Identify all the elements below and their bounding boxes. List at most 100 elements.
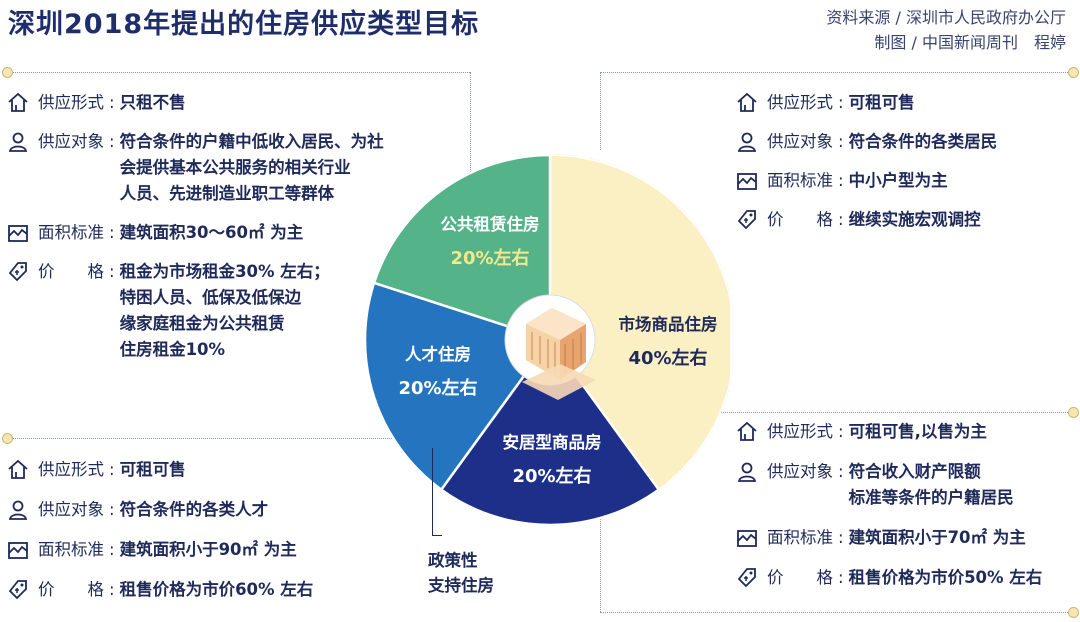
source-credit: 资料来源 / 深圳市人民政府办公厅 — [826, 8, 1066, 27]
info-value: 租金为市场租金30% 左右； 特困人员、低保及低保边 缘家庭租金为公共租赁 住房租金1… — [120, 259, 330, 363]
info-value-line: 符合条件的各类居民 — [848, 132, 998, 151]
info-value-line: 标准等条件的户籍居民 — [848, 488, 1014, 507]
slice-category-label: 市场商品住房 — [619, 314, 718, 334]
price-tag-icon — [735, 566, 759, 590]
info-value: 符合条件的各类居民 — [849, 129, 998, 155]
info-label: 价 格 — [38, 580, 104, 599]
slice-category-label: 公共租赁住房 — [441, 214, 540, 234]
info-value: 中小户型为主 — [849, 168, 948, 194]
info-value-line: 只租不售 — [119, 93, 186, 112]
panel-anju-housing: 供应形式: 可租可售,以售为主供应对象: 符合收入财产限额 标准等条件的户籍居民面积标… — [735, 419, 1075, 605]
info-label: 供应对象 — [38, 132, 104, 151]
info-value: 建筑面积小于90㎡ 为主 — [120, 537, 297, 563]
divider-end-dot — [1068, 407, 1079, 418]
colon: : — [838, 528, 844, 547]
info-row: 供应形式: 只租不售 — [6, 90, 466, 116]
info-row: 价 格: 继续实施宏观调控 — [735, 207, 1075, 233]
person-icon — [6, 130, 30, 154]
info-value-line: 可租可售 — [848, 93, 915, 112]
info-label: 价 格 — [767, 568, 833, 587]
house-icon — [6, 458, 30, 482]
colon: : — [109, 223, 115, 242]
info-label: 价 格 — [767, 210, 833, 229]
panel-market-housing: 供应形式: 可租可售 供应对象: 符合条件的各类居民 面积标准: 中小户型为主价 格: 继续… — [735, 90, 1075, 246]
info-label: 供应形式 — [38, 460, 104, 479]
info-label: 面积标准 — [767, 171, 833, 190]
divider-bottom-right — [600, 612, 1072, 613]
divider-mid-left — [8, 438, 400, 439]
info-row: 供应形式: 可租可售,以售为主 — [735, 419, 1075, 445]
info-row: 供应对象: 符合条件的各类居民 — [735, 129, 1075, 155]
info-row: 供应形式: 可租可售 — [6, 457, 406, 483]
info-value: 建筑面积30～60㎡ 为主 — [120, 220, 304, 246]
price-tag-icon — [735, 208, 759, 232]
pie-outline — [364, 154, 730, 526]
colon: : — [109, 540, 115, 559]
info-value: 建筑面积小于70㎡ 为主 — [849, 525, 1026, 551]
info-row: 供应对象: 符合收入财产限额 标准等条件的户籍居民 — [735, 459, 1075, 511]
info-row: 供应形式: 可租可售 — [735, 90, 1075, 116]
info-value-line: 建筑面积30～60㎡ 为主 — [119, 223, 304, 242]
colon: : — [838, 210, 844, 229]
info-value-line: 继续实施宏观调控 — [848, 210, 981, 229]
slice-value-label: 20%左右 — [512, 465, 591, 487]
slice-value-label: 20%左右 — [398, 377, 477, 399]
info-value: 可租可售,以售为主 — [849, 419, 987, 445]
info-row: 价 格: 租金为市场租金30% 左右； 特困人员、低保及低保边 缘家庭租金为公共租赁住… — [6, 259, 466, 363]
info-label: 供应形式 — [38, 93, 104, 112]
info-value-line: 住房租金10% — [119, 340, 226, 359]
house-icon — [6, 91, 30, 115]
panel-public-rental: 供应形式: 只租不售 供应对象: 符合条件的户籍中低收入居民、为社 会提供基本公共服务的… — [6, 90, 466, 376]
info-value-line: 符合条件的户籍中低收入居民、为社 — [119, 132, 384, 151]
info-value-line: 可租可售,以售为主 — [848, 422, 987, 441]
slice-value-label: 40%左右 — [628, 347, 707, 369]
chart-title: 深圳2018年提出的住房供应类型目标 — [8, 9, 480, 40]
building-icon — [504, 294, 596, 400]
info-value-line: 人员、先进制造业职工等群体 — [119, 184, 335, 203]
info-label: 供应对象 — [767, 462, 833, 481]
info-value-line: 租售价格为市价60% 左右 — [119, 580, 314, 599]
area-icon — [735, 526, 759, 550]
house-icon — [735, 420, 759, 444]
colon: : — [838, 462, 844, 481]
price-tag-icon — [6, 260, 30, 284]
colon: : — [838, 132, 844, 151]
info-value: 租售价格为市价60% 左右 — [120, 577, 314, 603]
info-value-line: 特困人员、低保及低保边 — [119, 288, 302, 307]
info-row: 面积标准: 建筑面积小于90㎡ 为主 — [6, 537, 406, 563]
info-row: 面积标准: 建筑面积小于70㎡ 为主 — [735, 525, 1075, 551]
divider-vertical-left — [470, 72, 471, 190]
info-value: 符合收入财产限额 标准等条件的户籍居民 — [849, 459, 1014, 511]
info-value-line: 符合条件的各类人才 — [119, 500, 269, 519]
divider-top-right — [600, 72, 1072, 73]
slice-category-label: 安居型商品房 — [503, 432, 602, 452]
info-value-line: 租金为市场租金30% 左右； — [119, 262, 330, 281]
info-label: 面积标准 — [38, 540, 104, 559]
divider-mid-right — [600, 412, 1072, 413]
slice-category-label: 人才住房 — [405, 344, 471, 364]
info-label: 供应对象 — [767, 132, 833, 151]
info-value: 符合条件的户籍中低收入居民、为社 会提供基本公共服务的相关行业 人员、先进制造业职工… — [120, 129, 384, 207]
info-value-line: 缘家庭租金为公共租赁 — [119, 314, 285, 333]
info-row: 价 格: 租售价格为市价50% 左右 — [735, 565, 1075, 591]
divider-vertical-right — [600, 72, 601, 150]
info-value: 租售价格为市价50% 左右 — [849, 565, 1043, 591]
annotation-line — [432, 448, 433, 536]
info-label: 面积标准 — [38, 223, 104, 242]
info-row: 价 格: 租售价格为市价60% 左右 — [6, 577, 406, 603]
colon: : — [109, 580, 115, 599]
colon: : — [838, 568, 844, 587]
info-label: 供应对象 — [38, 500, 104, 519]
colon: : — [838, 93, 844, 112]
area-icon — [735, 169, 759, 193]
maker-credit: 制图 / 中国新闻周刊 程婷 — [874, 33, 1066, 52]
annotation-tick — [432, 535, 442, 536]
person-icon — [735, 460, 759, 484]
colon: : — [838, 422, 844, 441]
slice-value-label: 20%左右 — [450, 247, 529, 269]
info-value-line: 中小户型为主 — [848, 171, 948, 190]
info-value-line: 建筑面积小于70㎡ 为主 — [848, 528, 1026, 547]
colon: : — [109, 93, 115, 112]
info-label: 价 格 — [38, 262, 104, 281]
info-row: 供应对象: 符合条件的户籍中低收入居民、为社 会提供基本公共服务的相关行业 人员、先进… — [6, 129, 466, 207]
